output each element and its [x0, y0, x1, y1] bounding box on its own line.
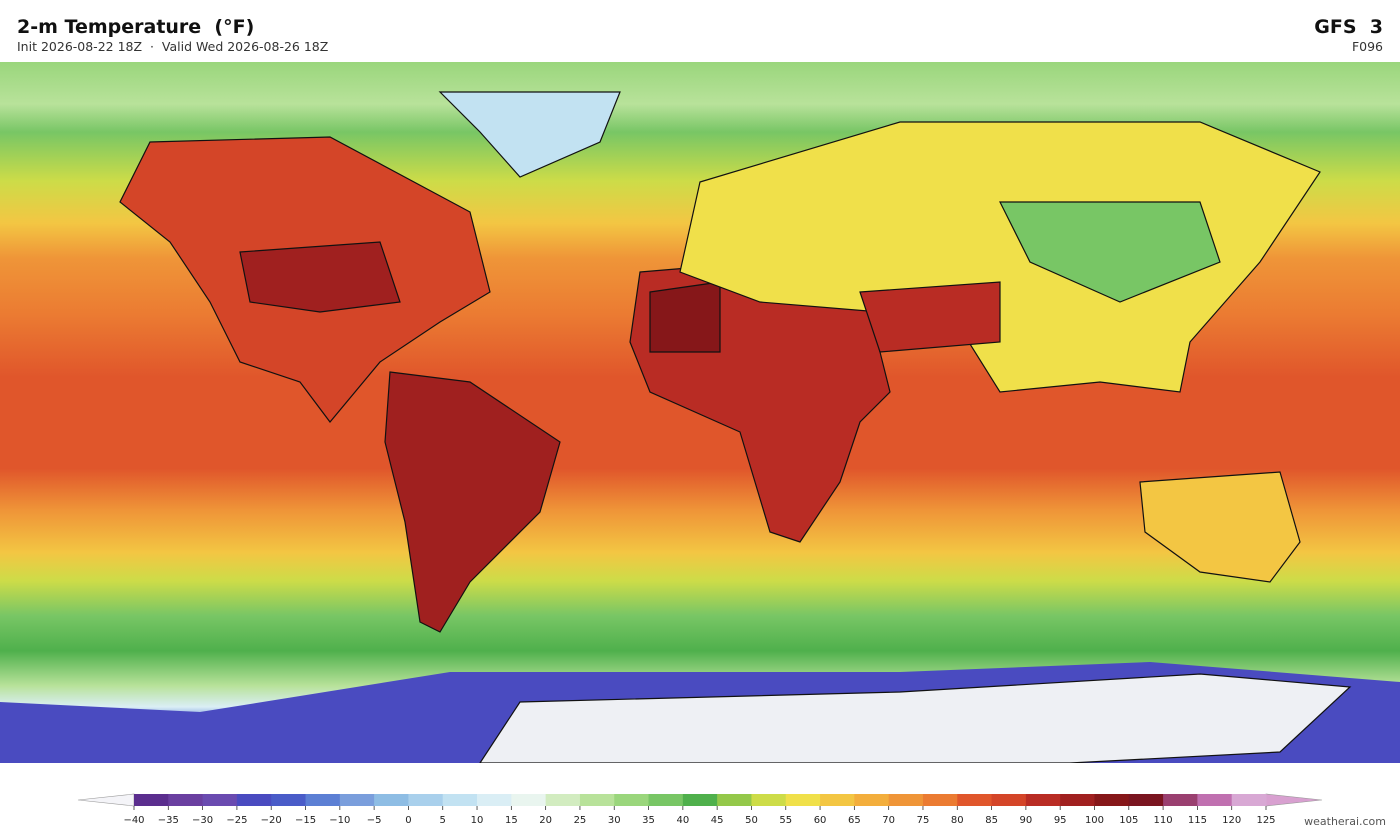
colorbar-tick-label: 15	[505, 815, 518, 825]
colorbar-tick-label: 110	[1154, 815, 1173, 825]
colorbar-bin	[1128, 794, 1164, 806]
colorbar-tick-label: 60	[814, 815, 827, 825]
colorbar-bin	[751, 794, 787, 806]
colorbar-bin	[682, 794, 718, 806]
colorbar-tick-label: 55	[779, 815, 792, 825]
model-name: GFS 3	[1314, 16, 1383, 38]
colorbar-tick-label: 120	[1222, 815, 1241, 825]
colorbar-bin	[1094, 794, 1130, 806]
colorbar-bin	[545, 794, 581, 806]
colorbar-bin	[957, 794, 993, 806]
title: 2-m Temperature (°F)	[17, 16, 255, 38]
colorbar-tick-label: 10	[471, 815, 484, 825]
colorbar-tick-label: 90	[1020, 815, 1033, 825]
colorbar-tick-label: 0	[405, 815, 411, 825]
colorbar-bin	[271, 794, 307, 806]
colorbar-tick-label: −30	[192, 815, 213, 825]
colorbar-bin	[579, 794, 615, 806]
colorbar-tick-label: −35	[158, 815, 179, 825]
colorbar-tick-label: 45	[711, 815, 724, 825]
colorbar-bin	[820, 794, 855, 806]
colorbar-bin	[202, 794, 238, 806]
colorbar-tick-label: 40	[676, 815, 689, 825]
colorbar-bin	[477, 794, 512, 806]
colorbar-bin	[442, 794, 478, 806]
colorbar-extend-low	[77, 793, 135, 807]
colorbar-bin	[408, 794, 444, 806]
colorbar-tick-label: 50	[745, 815, 758, 825]
colorbar-tick-label: −40	[123, 815, 144, 825]
colorbar-tick-label: 80	[951, 815, 964, 825]
colorbar-tick-label: −10	[329, 815, 350, 825]
colorbar-extend-high	[1265, 793, 1323, 807]
colorbar-bin	[648, 794, 684, 806]
colorbar-bin	[1060, 794, 1095, 806]
colorbar-bin	[888, 794, 924, 806]
forecast-hour: F096	[1351, 39, 1383, 54]
colorbar-tick-label: 125	[1256, 815, 1275, 825]
colorbar-bin	[511, 794, 547, 806]
colorbar-bin	[134, 794, 169, 806]
colorbar-tick-label: 95	[1054, 815, 1067, 825]
continents	[0, 91, 1400, 763]
colorbar-tick-label: 25	[574, 815, 587, 825]
colorbar-bin	[1231, 794, 1267, 806]
colorbar-bin	[168, 794, 204, 806]
colorbar-tick-label: 75	[917, 815, 930, 825]
colorbar-tick-label: −25	[226, 815, 247, 825]
colorbar-bin	[1163, 794, 1198, 806]
colorbar-bin	[236, 794, 272, 806]
colorbar-tick-label: 85	[985, 815, 998, 825]
colorbar-bin	[991, 794, 1027, 806]
colorbar-bin	[374, 794, 409, 806]
colorbar-tick-label: −15	[295, 815, 316, 825]
colorbar-tick-label: 5	[440, 815, 446, 825]
colorbar-tick-label: −20	[261, 815, 282, 825]
colorbar-tick-label: 65	[848, 815, 861, 825]
colorbar-tick-label: 20	[539, 815, 552, 825]
colorbar: −40 −35 −30 −25 −20 −15 −10 −5 0 5 10 15 20 25 30 35 40 4…	[77, 793, 1323, 825]
colorbar-tick-label: 105	[1119, 815, 1138, 825]
watermark: weatherai.com	[1304, 815, 1386, 828]
colorbar-tick-label: 115	[1188, 815, 1207, 825]
colorbar-bin	[1197, 794, 1233, 806]
colorbar-bin	[854, 794, 890, 806]
colorbar-bin	[717, 794, 752, 806]
colorbar-bin	[785, 794, 821, 806]
map	[0, 62, 1400, 763]
colorbar-tick-label: 100	[1085, 815, 1104, 825]
colorbar-bin	[305, 794, 341, 806]
subtitle: Init 2026-08-22 18Z · Valid Wed 2026-08-…	[17, 39, 329, 54]
colorbar-tick-label: 30	[608, 815, 621, 825]
colorbar-tick-label: 70	[882, 815, 895, 825]
colorbar-tick-label: 35	[642, 815, 655, 825]
colorbar-bin	[922, 794, 958, 806]
colorbar-bin	[1025, 794, 1061, 806]
colorbar-tick-label: −5	[367, 815, 382, 825]
colorbar-bin	[339, 794, 375, 806]
colorbar-bin	[614, 794, 650, 806]
